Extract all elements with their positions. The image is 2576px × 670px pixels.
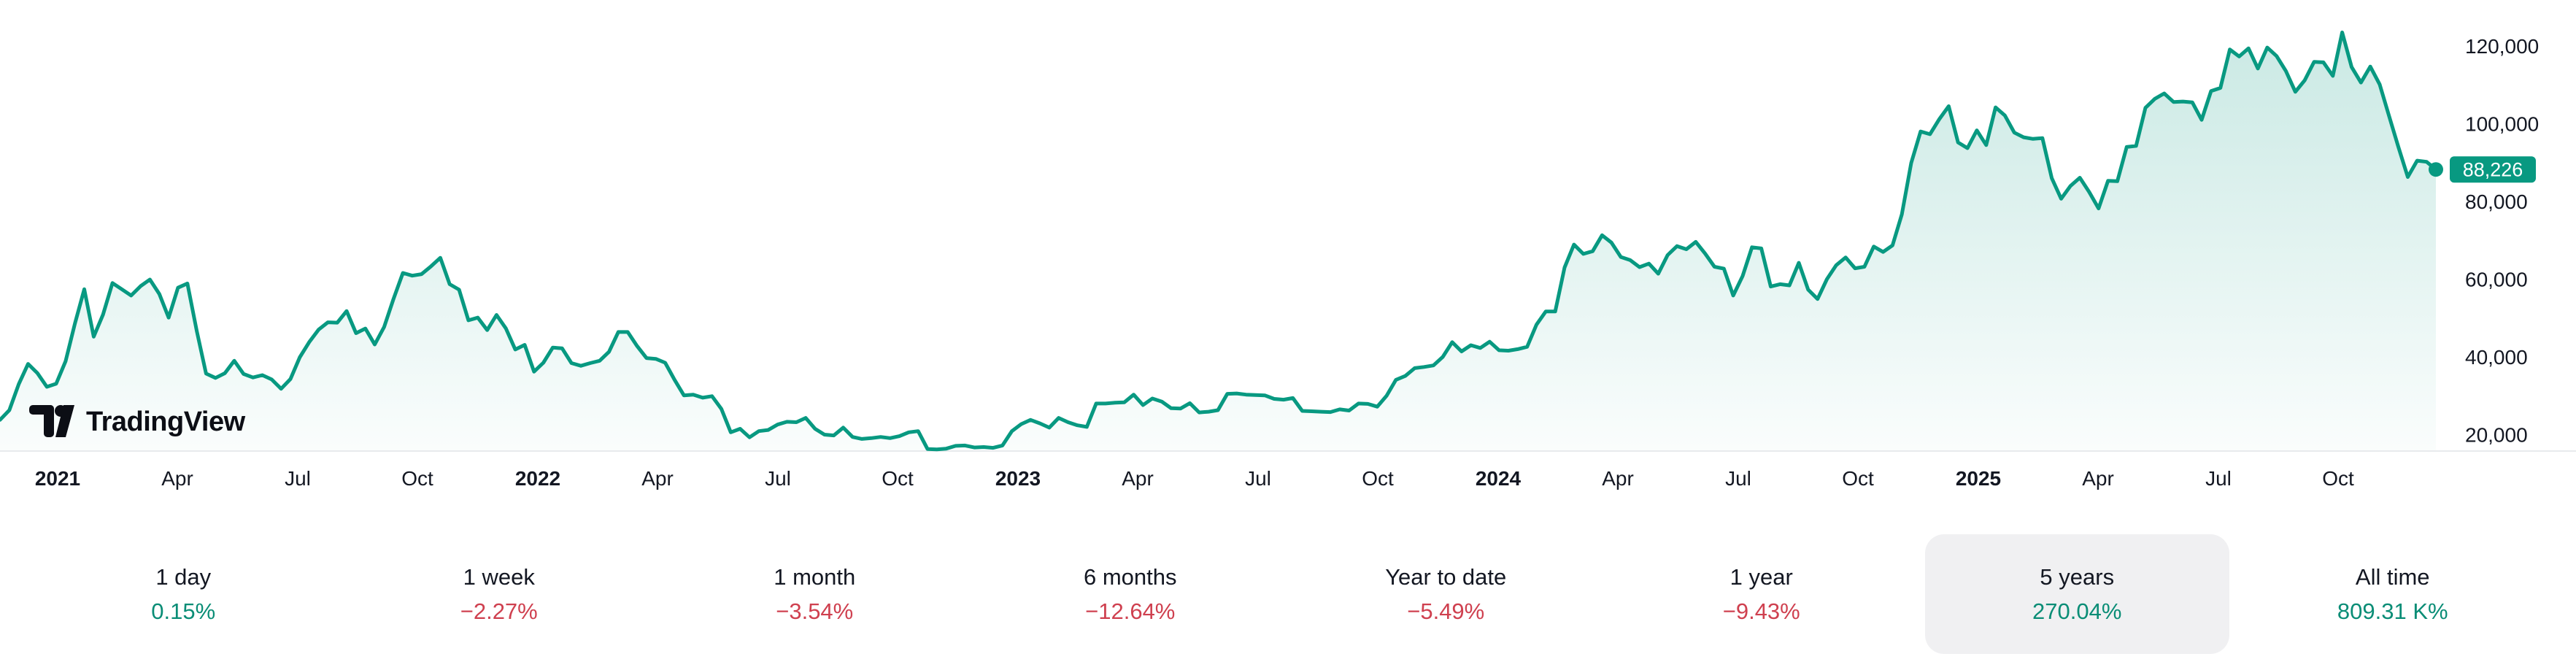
- y-axis-tick-label: 120,000: [2465, 35, 2539, 58]
- y-axis-tick-label: 40,000: [2465, 346, 2528, 369]
- period-label: 1 day: [155, 564, 212, 590]
- last-price-badge: [2450, 156, 2536, 183]
- period-change-value: −12.64%: [1085, 598, 1176, 624]
- period-button-1-year[interactable]: 1 year −9.43%: [1610, 534, 1914, 654]
- x-axis-tick-label: 2021: [35, 467, 80, 490]
- x-axis-tick-label: 2024: [1476, 467, 1522, 490]
- x-axis-tick-label: Apr: [161, 467, 193, 490]
- x-axis-tick-label: Jul: [765, 467, 791, 490]
- x-axis-tick-label: Oct: [401, 467, 433, 490]
- x-axis-tick-label: Apr: [2082, 467, 2114, 490]
- x-axis-tick-label: Oct: [882, 467, 914, 490]
- period-button-1-week[interactable]: 1 week −2.27%: [347, 534, 652, 654]
- period-button-5-years[interactable]: 5 years 270.04%: [1925, 534, 2229, 654]
- period-change-value: −3.54%: [776, 598, 854, 624]
- x-axis-tick-label: Apr: [641, 467, 674, 490]
- price-line: [0, 30, 2438, 452]
- period-label: 1 year: [1729, 564, 1793, 590]
- period-change-value: −5.49%: [1407, 598, 1485, 624]
- period-button-all-time[interactable]: All time 809.31 K%: [2241, 534, 2545, 654]
- period-change-value: 809.31 K%: [2337, 598, 2448, 624]
- x-axis-tick-label: Apr: [1602, 467, 1634, 490]
- last-price-badge-value: 88,226: [2463, 159, 2523, 181]
- price-area-fill: [0, 32, 2436, 451]
- period-label: 6 months: [1083, 564, 1177, 590]
- period-label: All time: [2355, 564, 2430, 590]
- period-button-year-to-date[interactable]: Year to date −5.49%: [1294, 534, 1598, 654]
- x-axis-tick-label: Jul: [1245, 467, 1271, 490]
- x-axis-tick-label: Oct: [1842, 467, 1874, 490]
- period-label: 5 years: [2040, 564, 2115, 590]
- x-axis-tick-label: Jul: [2205, 467, 2232, 490]
- period-button-1-day[interactable]: 1 day 0.15%: [31, 534, 336, 654]
- y-axis-tick-label: 20,000: [2465, 424, 2528, 447]
- y-axis-tick-label: 60,000: [2465, 269, 2528, 291]
- x-axis-tick-label: Oct: [1362, 467, 1394, 490]
- x-axis-tick-label: Jul: [285, 467, 311, 490]
- x-axis-tick-label: 2022: [515, 467, 560, 490]
- y-axis-tick-label: 100,000: [2465, 113, 2539, 136]
- x-axis-tick-label: Oct: [2322, 467, 2354, 490]
- tradingview-logo[interactable]: TradingView: [29, 404, 245, 439]
- period-change-value: −9.43%: [1722, 598, 1800, 624]
- tradingview-logo-icon: [29, 405, 74, 439]
- period-label: Year to date: [1385, 564, 1507, 590]
- x-axis-tick-label: 2025: [1956, 467, 2001, 490]
- period-label: 1 month: [774, 564, 856, 590]
- x-axis-tick-label: Apr: [1122, 467, 1154, 490]
- period-change-value: 270.04%: [2032, 598, 2122, 624]
- period-change-value: −2.27%: [460, 598, 538, 624]
- last-price-dot: [2429, 162, 2443, 177]
- period-selector: 1 day 0.15% 1 week −2.27% 1 month −3.54%…: [26, 534, 2550, 654]
- period-label: 1 week: [463, 564, 535, 590]
- period-change-value: 0.15%: [151, 598, 216, 624]
- period-button-1-month[interactable]: 1 month −3.54%: [663, 534, 967, 654]
- tradingview-wordmark: TradingView: [86, 407, 245, 437]
- x-axis-tick-label: Jul: [1725, 467, 1751, 490]
- x-axis-tick-label: 2023: [995, 467, 1041, 490]
- y-axis-tick-label: 80,000: [2465, 190, 2528, 213]
- price-chart[interactable]: 120,000 100,000 80,000 60,000 40,000 20,000 88…: [0, 0, 2576, 511]
- period-button-6-months[interactable]: 6 months −12.64%: [979, 534, 1283, 654]
